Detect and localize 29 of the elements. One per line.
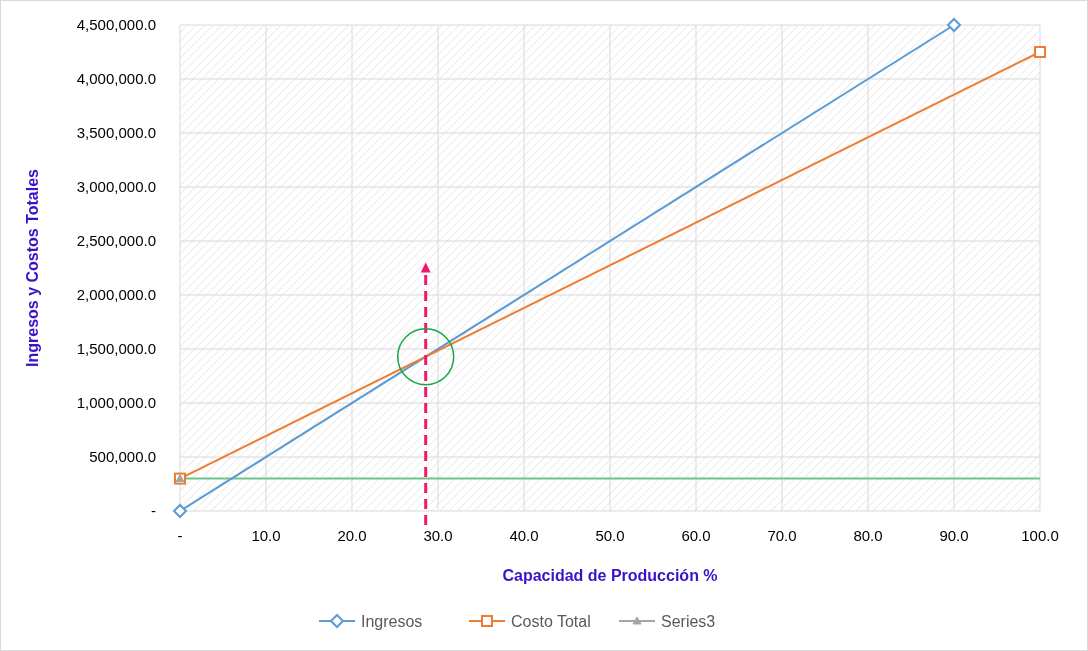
- x-tick-label: 30.0: [423, 527, 453, 544]
- x-tick-label: 40.0: [509, 527, 539, 544]
- y-tick-label: 3,000,000.0: [76, 178, 156, 196]
- point: [173, 504, 187, 518]
- x-axis-title: Capacidad de Producción %: [502, 567, 718, 584]
- y-tick-label: 3,500,000.0: [76, 124, 156, 142]
- point: [947, 18, 961, 32]
- y-tick-label: 2,000,000.0: [76, 286, 156, 304]
- y-tick-label: -: [151, 502, 156, 520]
- point: [1034, 46, 1046, 58]
- legend-label: Costo Total: [511, 612, 591, 630]
- x-tick-label: 90.0: [939, 527, 969, 544]
- y-tick-label: 1,000,000.0: [76, 394, 156, 412]
- x-tick-label: 60.0: [681, 527, 711, 544]
- x-tick-label: 10.0: [251, 527, 281, 544]
- x-tick-label: -: [177, 527, 183, 544]
- y-tick-label: 500,000.0: [89, 448, 156, 466]
- y-axis-title: Ingresos y Costos Totales: [24, 168, 41, 367]
- legend-label: Ingresos: [361, 612, 423, 630]
- x-tick-label: 20.0: [337, 527, 367, 544]
- x-tick-label: 100.0: [1021, 527, 1059, 544]
- x-tick-label: 80.0: [853, 527, 883, 544]
- y-tick-label: 4,500,000.0: [76, 16, 156, 34]
- y-tick-label: 4,000,000.0: [76, 70, 156, 88]
- y-tick-label: 2,500,000.0: [76, 232, 156, 250]
- x-tick-label: 70.0: [767, 527, 797, 544]
- y-tick-label: 1,500,000.0: [76, 340, 156, 358]
- x-tick-label: 50.0: [595, 527, 625, 544]
- legend-label: Series3: [661, 612, 716, 630]
